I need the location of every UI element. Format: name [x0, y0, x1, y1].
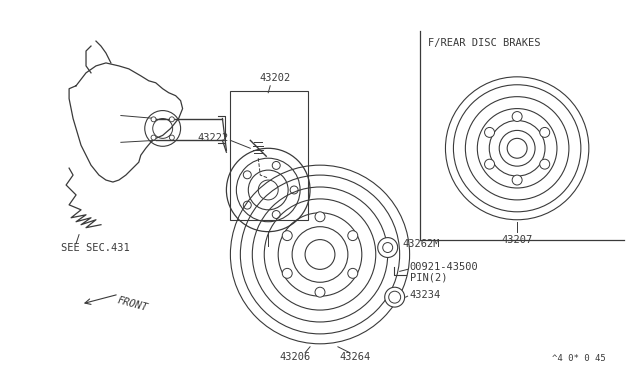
Circle shape	[272, 211, 280, 218]
Text: 43222: 43222	[197, 133, 228, 143]
Text: SEE SEC.431: SEE SEC.431	[61, 243, 130, 253]
Circle shape	[388, 291, 401, 303]
Circle shape	[540, 159, 550, 169]
Circle shape	[290, 186, 298, 194]
Circle shape	[170, 135, 174, 140]
Circle shape	[378, 238, 397, 257]
Bar	[230, 91, 308, 220]
Circle shape	[282, 231, 292, 241]
Circle shape	[170, 117, 174, 122]
Text: 43264: 43264	[339, 352, 371, 362]
Circle shape	[512, 175, 522, 185]
Text: ^4 0* 0 45: ^4 0* 0 45	[552, 354, 605, 363]
Circle shape	[512, 112, 522, 122]
Circle shape	[315, 287, 325, 297]
Text: F/REAR DISC BRAKES: F/REAR DISC BRAKES	[428, 38, 540, 48]
Circle shape	[282, 268, 292, 278]
Text: PIN(2): PIN(2)	[410, 272, 447, 282]
Text: 00921-43500: 00921-43500	[410, 262, 478, 272]
Circle shape	[507, 138, 527, 158]
Circle shape	[385, 287, 404, 307]
Circle shape	[383, 243, 393, 253]
Circle shape	[151, 135, 156, 140]
Circle shape	[315, 212, 325, 222]
Circle shape	[348, 268, 358, 278]
Circle shape	[348, 231, 358, 241]
Circle shape	[151, 117, 156, 122]
Text: FRONT: FRONT	[116, 295, 148, 313]
Text: 43207: 43207	[502, 235, 532, 245]
Circle shape	[305, 240, 335, 269]
Circle shape	[484, 159, 495, 169]
Text: 43206: 43206	[280, 352, 311, 362]
Text: 43202: 43202	[260, 73, 291, 83]
Text: 43262M: 43262M	[403, 238, 440, 248]
Circle shape	[484, 128, 495, 137]
Circle shape	[272, 161, 280, 169]
Text: 43234: 43234	[410, 290, 441, 300]
Circle shape	[243, 201, 252, 209]
Circle shape	[243, 171, 252, 179]
Circle shape	[540, 128, 550, 137]
